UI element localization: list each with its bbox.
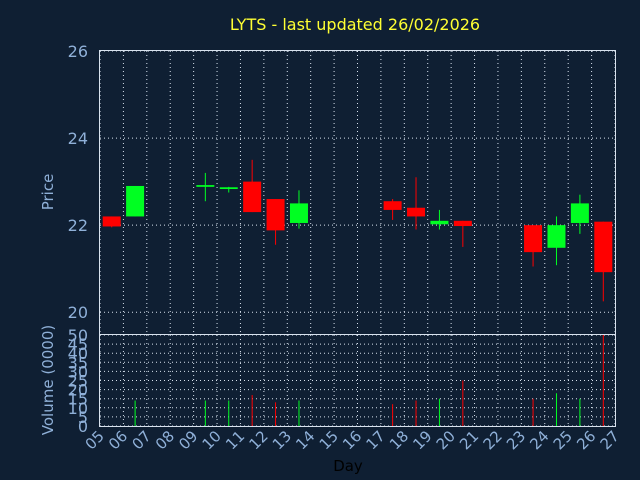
x-tick-label: 22 [480, 427, 506, 453]
candle-body [196, 185, 215, 187]
candle-body [570, 203, 589, 223]
candle-body [547, 225, 566, 248]
x-tick-label: 17 [363, 427, 389, 453]
price-axis-label: Price [39, 174, 57, 211]
x-ticks: 0506070809101112131415161718192021222324… [82, 427, 623, 453]
x-tick-label: 15 [316, 427, 342, 453]
volume-tick-label: 20 [68, 381, 88, 400]
candle-body [430, 220, 449, 225]
x-axis-label: Day [333, 457, 363, 475]
volume-tick-label: 5 [78, 408, 88, 427]
candle-body [289, 203, 308, 223]
x-tick-label: 19 [409, 427, 435, 453]
price-tick-label: 22 [68, 216, 88, 235]
x-tick-label: 23 [503, 427, 529, 453]
volume-tick-label: 30 [68, 362, 88, 381]
price-tick-label: 24 [68, 129, 88, 148]
volume-axis-label: Volume (0000) [39, 325, 57, 435]
candle-body [524, 225, 543, 253]
x-tick-label: 08 [152, 427, 178, 453]
chart-title: LYTS - last updated 26/02/2026 [230, 15, 480, 34]
volume-tick-label: 40 [68, 344, 88, 363]
volume-panel-frame [99, 334, 616, 427]
x-tick-label: 21 [456, 427, 482, 453]
volume-tick-label: 50 [68, 326, 88, 345]
volume-tick-label: 10 [68, 399, 88, 418]
price-grid [99, 50, 616, 334]
candle-body [266, 199, 285, 231]
x-tick-label: 26 [573, 427, 599, 453]
volume-grid [99, 334, 616, 427]
volume-tick-label: 0 [78, 417, 88, 436]
x-tick-label: 20 [433, 427, 459, 453]
x-tick-label: 12 [245, 427, 271, 453]
price-y-ticks: 20 22 24 26 [68, 42, 88, 322]
candle-body [126, 185, 145, 217]
candle-body [102, 216, 121, 227]
candle-body [243, 181, 262, 213]
x-tick-label: 27 [597, 427, 623, 453]
candle-body [383, 201, 402, 210]
x-tick-label: 16 [339, 427, 365, 453]
x-tick-label: 06 [105, 427, 131, 453]
candle-body [453, 220, 472, 227]
price-tick-label: 20 [68, 303, 88, 322]
candle-body [407, 207, 426, 217]
x-tick-label: 07 [128, 427, 154, 453]
candle-body [594, 221, 613, 273]
x-tick-label: 09 [175, 427, 201, 453]
x-tick-label: 18 [386, 427, 412, 453]
candlesticks [102, 159, 613, 302]
x-tick-label: 14 [292, 427, 318, 453]
volume-bars [134, 335, 604, 426]
volume-tick-label: 25 [68, 372, 88, 391]
x-tick-label: 13 [269, 427, 295, 453]
price-tick-label: 26 [68, 42, 88, 61]
candle-body [219, 187, 238, 190]
x-tick-label: 10 [199, 427, 225, 453]
volume-tick-label: 15 [68, 390, 88, 409]
x-tick-label: 11 [222, 427, 248, 453]
volume-tick-label: 45 [68, 335, 88, 354]
volume-tick-label: 35 [68, 353, 88, 372]
x-tick-label: 24 [526, 427, 552, 453]
x-tick-label: 25 [550, 427, 576, 453]
